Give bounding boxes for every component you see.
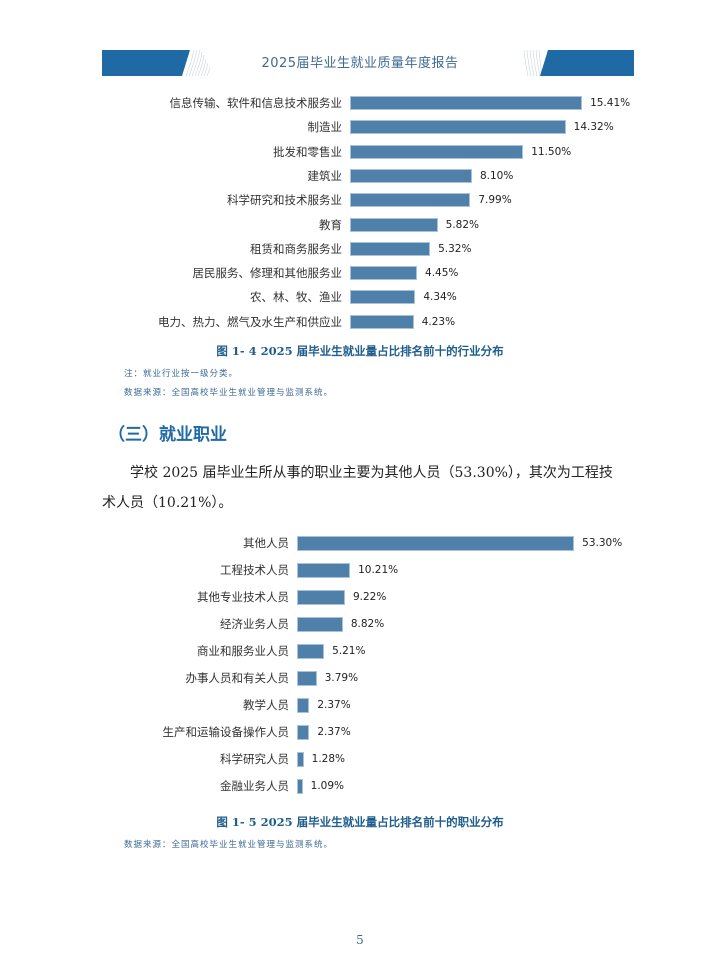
category-label: 建筑业 [307, 168, 343, 183]
paragraph-line-2: 术人员（10.21%）。 [102, 495, 233, 511]
value-label: 11.50% [531, 145, 572, 158]
value-label: 8.82% [350, 618, 385, 630]
value-label: 3.79% [324, 672, 359, 684]
figure-1-5-caption: 图 1- 5 2025 届毕业生就业量占比排名前十的职业分布 [216, 815, 504, 829]
occupation-bar-chart: 其他人员 53.30% 工程技术人员 10.21% 其他专业技术人员 9.22% 经济业务人… [0, 536, 720, 803]
industry-bar-chart: 信息传输、软件和信息技术服务业 15.41% 制造业 14.32% 批发和零售业 11.5… [0, 0, 720, 340]
bar [350, 193, 471, 208]
category-label: 信息传输、软件和信息技术服务业 [169, 96, 343, 110]
header-band-left [102, 50, 211, 76]
section-title: （三）就业职业 [108, 425, 227, 445]
bar [297, 779, 303, 794]
chart-row: 批发和零售业 11.50% [0, 144, 720, 169]
chart-row: 电力、热力、燃气及水生产和供应业 4.23% [0, 314, 720, 339]
category-label: 批发和零售业 [273, 144, 342, 159]
value-label: 9.22% [352, 591, 387, 603]
bar [350, 96, 583, 110]
chart-row: 租赁和商务服务业 5.32% [0, 241, 720, 266]
value-label: 15.41% [590, 97, 631, 109]
bar [350, 144, 524, 159]
category-label: 其他人员 [243, 536, 289, 550]
category-label: 租赁和商务服务业 [250, 241, 342, 256]
chart-row: 金融业务人员 1.09% [0, 779, 720, 803]
bar [297, 725, 310, 740]
category-label: 金融业务人员 [220, 779, 289, 793]
category-label: 电力、热力、燃气及水生产和供应业 [158, 314, 342, 329]
value-label: 2.37% [317, 699, 351, 711]
category-label: 教育 [319, 217, 342, 232]
category-label: 商业和服务业人员 [197, 644, 289, 658]
bar [350, 168, 472, 183]
chart-row: 其他专业技术人员 9.22% [0, 590, 720, 614]
chart-row: 居民服务、修理和其他服务业 4.45% [0, 266, 720, 290]
value-label: 14.32% [573, 121, 614, 134]
chart-row: 生产和运输设备操作人员 2.37% [0, 725, 720, 749]
value-label: 4.34% [423, 291, 457, 304]
category-label: 生产和运输设备操作人员 [162, 725, 290, 739]
figure-1-4-source: 数据来源：全国高校毕业生就业管理与监测系统。 [124, 388, 334, 398]
header-title: 2025届毕业生就业质量年度报告 [261, 56, 459, 71]
bar [297, 698, 310, 713]
value-label: 2.37% [317, 726, 351, 738]
chart-row: 经济业务人员 8.82% [0, 617, 720, 641]
bar [297, 644, 325, 659]
value-label: 5.82% [445, 218, 479, 231]
category-label: 居民服务、修理和其他服务业 [192, 266, 343, 281]
value-label: 4.23% [421, 315, 456, 328]
chart-row: 建筑业 8.10% [0, 168, 720, 193]
chart-row: 信息传输、软件和信息技术服务业 15.41% [0, 96, 720, 120]
category-label: 制造业 [307, 120, 343, 135]
figure-1-5-source: 数据来源：全国高校毕业生就业管理与监测系统。 [124, 840, 334, 850]
bar [350, 314, 414, 329]
bar [297, 536, 575, 551]
category-label: 其他专业技术人员 [197, 590, 289, 604]
value-label: 53.30% [582, 537, 623, 549]
bar [297, 671, 317, 686]
paragraph-line-1: 学校 2025 届毕业生所从事的职业主要为其他人员（53.30%），其次为工程技 [130, 465, 613, 481]
value-label: 8.10% [479, 169, 514, 182]
value-label: 5.32% [438, 242, 472, 255]
category-label: 教学人员 [243, 698, 289, 712]
bar [297, 590, 345, 605]
category-label: 科学研究和技术服务业 [227, 193, 342, 208]
chart-row: 其他人员 53.30% [0, 536, 720, 560]
chart-row: 教学人员 2.37% [0, 698, 720, 722]
bar [350, 266, 418, 281]
chart-row: 工程技术人员 10.21% [0, 563, 720, 587]
chart-row: 办事人员和有关人员 3.79% [0, 671, 720, 695]
bar [350, 120, 566, 135]
chart-row: 制造业 14.32% [0, 120, 720, 144]
category-label: 办事人员和有关人员 [185, 671, 290, 685]
chart-row: 商业和服务业人员 5.21% [0, 644, 720, 668]
chart-row: 科学研究人员 1.28% [0, 752, 720, 776]
bar [350, 241, 431, 256]
bar [297, 563, 351, 578]
category-label: 科学研究人员 [220, 752, 289, 766]
section-paragraph: 学校 2025 届毕业生所从事的职业主要为其他人员（53.30%），其次为工程技… [102, 458, 632, 518]
bar [297, 617, 343, 632]
value-label: 1.28% [311, 753, 345, 765]
bar [350, 217, 438, 232]
value-label: 4.45% [425, 267, 459, 280]
value-label: 5.21% [332, 645, 366, 657]
figure-1-4-note: 注：就业行业按一级分类。 [124, 369, 239, 379]
value-label: 7.99% [478, 194, 512, 207]
figure-1-4-caption: 图 1- 4 2025 届毕业生就业量占比排名前十的行业分布 [216, 344, 504, 358]
category-label: 工程技术人员 [220, 563, 289, 577]
chart-row: 农、林、牧、渔业 4.34% [0, 290, 720, 314]
category-label: 经济业务人员 [220, 617, 289, 631]
chart-row: 科学研究和技术服务业 7.99% [0, 193, 720, 217]
chart-row: 教育 5.82% [0, 217, 720, 242]
category-label: 农、林、牧、渔业 [250, 290, 342, 305]
value-label: 1.09% [310, 780, 345, 792]
header-band-right [523, 50, 634, 76]
value-label: 10.21% [358, 564, 399, 576]
bar [297, 752, 304, 767]
bar [350, 290, 416, 305]
page-number: 5 [356, 933, 364, 947]
